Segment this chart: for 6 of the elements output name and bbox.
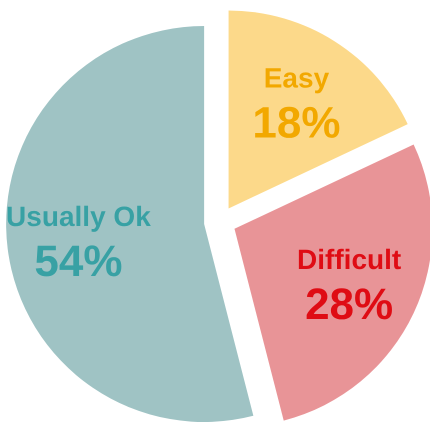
slice-label: Usually Ok — [6, 200, 152, 232]
data-label: 18% — [252, 98, 341, 148]
slice-label: Difficult — [297, 244, 402, 275]
data-label: 28% — [305, 280, 394, 329]
slice-label: Easy — [264, 62, 330, 94]
data-label: 54% — [34, 236, 122, 286]
